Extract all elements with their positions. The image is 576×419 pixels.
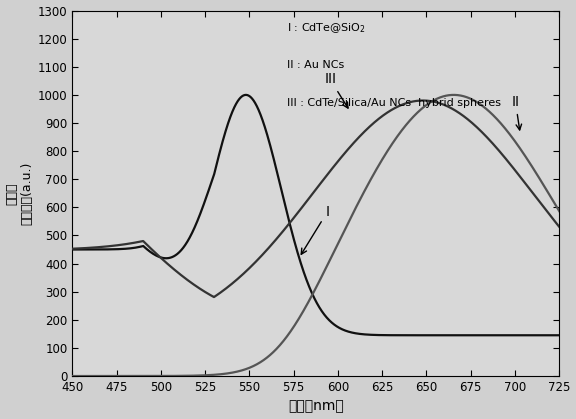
Text: I: I xyxy=(301,204,329,254)
X-axis label: 波长（nm）: 波长（nm） xyxy=(288,399,344,414)
Text: II: II xyxy=(511,95,522,130)
Y-axis label: 归一化
荧光强度(a.u.): 归一化 荧光强度(a.u.) xyxy=(6,162,33,225)
Text: III: III xyxy=(324,72,348,108)
Text: I : CdTe@SiO$_2$: I : CdTe@SiO$_2$ xyxy=(287,21,365,35)
Text: III : CdTe/Silica/Au NCs  hybrid spheres: III : CdTe/Silica/Au NCs hybrid spheres xyxy=(287,98,501,108)
Text: II : Au NCs: II : Au NCs xyxy=(287,60,344,70)
